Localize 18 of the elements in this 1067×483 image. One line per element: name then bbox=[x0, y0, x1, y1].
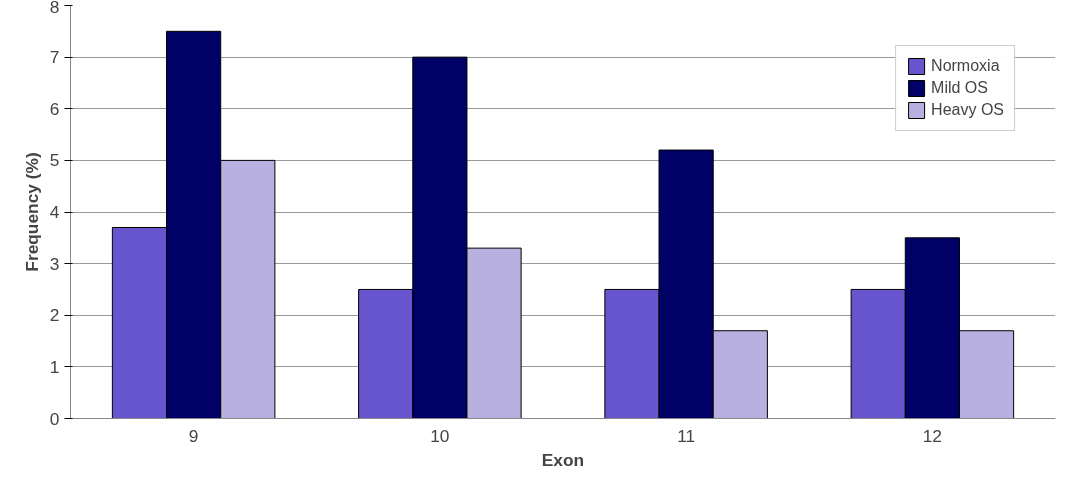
x-tick-label: 9 bbox=[188, 425, 199, 446]
x-tick-label: 12 bbox=[922, 425, 943, 446]
legend-label: Mild OS bbox=[931, 79, 988, 97]
legend-label: Heavy OS bbox=[931, 101, 1004, 119]
legend-label: Normoxia bbox=[931, 57, 1000, 75]
x-tick-label: 10 bbox=[430, 425, 450, 446]
y-tick-label: 3 bbox=[49, 253, 60, 274]
y-axis-title: Frequency (%) bbox=[21, 152, 42, 272]
y-tick-label: 7 bbox=[49, 47, 60, 68]
y-tick-label: 6 bbox=[49, 98, 60, 119]
y-tick-label: 4 bbox=[49, 202, 60, 222]
x-axis-title: Exon bbox=[541, 449, 585, 470]
y-tick-label: 0 bbox=[49, 408, 60, 429]
y-tick-label: 2 bbox=[49, 305, 60, 326]
y-tick-label: 8 bbox=[49, 0, 60, 17]
y-tick-label: 5 bbox=[49, 150, 60, 171]
x-tick-label: 11 bbox=[677, 425, 696, 446]
y-tick-label: 1 bbox=[49, 356, 60, 377]
